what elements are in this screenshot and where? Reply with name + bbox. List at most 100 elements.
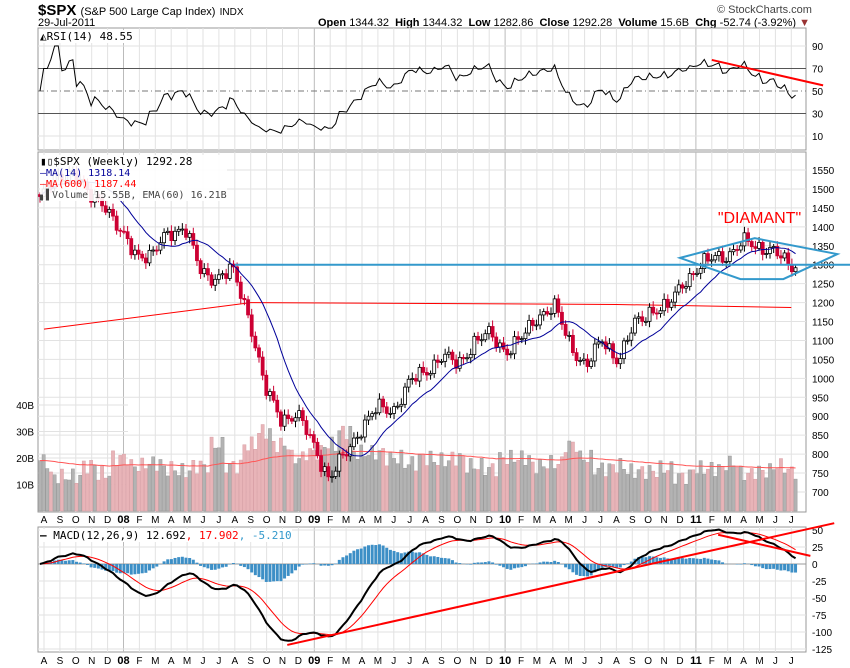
x-tick-label: D bbox=[295, 656, 302, 667]
candle-body bbox=[129, 238, 134, 256]
down-arrow-icon: ▼ bbox=[799, 17, 811, 29]
x-tick-label: M bbox=[151, 656, 159, 667]
macd-histogram-bar bbox=[436, 556, 440, 564]
macd-histogram-bar bbox=[151, 564, 155, 569]
macd-histogram-bar bbox=[684, 558, 688, 564]
x-tick-label: M bbox=[374, 656, 382, 667]
macd-histogram-bar bbox=[509, 564, 513, 570]
candle-body bbox=[224, 273, 229, 279]
close-label: Close bbox=[539, 17, 570, 29]
macd-tick-label: 25 bbox=[812, 543, 824, 554]
ma14-line bbox=[39, 180, 796, 457]
macd-histogram-bar bbox=[312, 563, 316, 564]
macd-histogram-bar bbox=[600, 564, 604, 568]
volume-bar bbox=[304, 460, 309, 512]
candle-body bbox=[173, 230, 177, 241]
volume-bar bbox=[618, 458, 623, 512]
volume-bar bbox=[300, 451, 305, 512]
macd-histogram-bar bbox=[104, 564, 108, 571]
macd-histogram-bar bbox=[764, 564, 768, 570]
volume-bar bbox=[468, 458, 473, 512]
macd-histogram-bar bbox=[122, 564, 126, 574]
x-tick-label: N bbox=[660, 515, 667, 526]
volume-bar bbox=[549, 455, 553, 512]
volume-bar bbox=[322, 447, 327, 512]
price-legend-text: $SPX (Weekly) 1292.28 bbox=[53, 155, 193, 168]
volume-bar bbox=[538, 459, 542, 512]
x-tick-label: O bbox=[72, 656, 80, 667]
candle-body bbox=[373, 412, 378, 415]
candle-body bbox=[319, 455, 323, 472]
x-tick-label: 11 bbox=[690, 514, 702, 526]
volume-bar bbox=[257, 433, 261, 512]
volume-bar bbox=[724, 470, 729, 512]
volume-bar bbox=[162, 465, 166, 512]
candle-body bbox=[727, 251, 732, 262]
rsi-legend-text: RSI(14) 48.55 bbox=[46, 30, 133, 43]
x-tick-label: M bbox=[533, 515, 541, 526]
volume-bar bbox=[260, 424, 265, 512]
index-name: (S&P 500 Large Cap Index) bbox=[80, 6, 216, 18]
volume-bar bbox=[768, 463, 772, 512]
volume-bar bbox=[574, 451, 579, 512]
volume-bar bbox=[78, 474, 83, 512]
macd-histogram-bar bbox=[85, 564, 89, 565]
candle-body bbox=[472, 335, 477, 355]
macd-histogram-bar bbox=[644, 557, 648, 564]
volume-bar bbox=[647, 465, 652, 512]
candle-body bbox=[384, 406, 389, 414]
volume-bar bbox=[165, 475, 170, 512]
macd-histogram-bar bbox=[363, 546, 367, 564]
macd-histogram-bar bbox=[60, 560, 64, 564]
candle-body bbox=[136, 249, 141, 255]
macd-histogram-bar bbox=[513, 564, 516, 569]
candle-body bbox=[494, 336, 499, 348]
x-tick-label: A bbox=[231, 515, 238, 526]
candle-body bbox=[757, 242, 761, 249]
volume-bar bbox=[377, 450, 382, 512]
macd-legend-text: MACD(12,26,9) 12.692 bbox=[53, 529, 186, 542]
x-tick-label: O bbox=[644, 656, 652, 667]
x-tick-label: F bbox=[136, 515, 142, 526]
volume-bar bbox=[224, 472, 229, 512]
volume-bar bbox=[249, 436, 254, 512]
volume-bar bbox=[151, 456, 156, 512]
macd-histogram-bar bbox=[250, 564, 254, 573]
volume-bar bbox=[406, 464, 411, 512]
macd-line bbox=[39, 528, 797, 642]
volume-bar bbox=[52, 474, 57, 512]
candle-body bbox=[381, 398, 386, 408]
macd-histogram-bar bbox=[177, 557, 181, 564]
x-tick-label: A bbox=[41, 515, 48, 526]
candle-body bbox=[519, 338, 524, 341]
macd-histogram-bar bbox=[224, 564, 228, 567]
rsi-legend: ◭RSI(14) 48.55 bbox=[40, 30, 133, 43]
macd-line-icon: — bbox=[40, 529, 47, 542]
volume-bar bbox=[198, 460, 203, 512]
volume-bar bbox=[67, 479, 72, 512]
macd-histogram-bar bbox=[388, 549, 392, 564]
volume-bar bbox=[49, 471, 53, 512]
candle-body bbox=[366, 415, 371, 421]
volume-bar bbox=[421, 454, 426, 512]
volume-bar bbox=[519, 450, 524, 512]
volume-bar bbox=[669, 461, 674, 512]
volume-bar bbox=[592, 474, 597, 512]
candle-body bbox=[246, 299, 250, 316]
x-tick-label: J bbox=[582, 515, 587, 526]
macd-histogram-bar bbox=[374, 545, 378, 564]
volume-bar bbox=[578, 450, 583, 512]
volume-bar bbox=[461, 455, 466, 512]
price-tick-label: 1400 bbox=[812, 223, 835, 234]
volume-bar bbox=[706, 468, 710, 512]
x-tick-label: D bbox=[104, 515, 111, 526]
candle-body bbox=[793, 267, 798, 273]
ma600-line-icon: — bbox=[40, 179, 47, 190]
rsi-trendline bbox=[711, 58, 824, 87]
macd-signal-text: , 17.902 bbox=[185, 529, 239, 542]
x-tick-label: M bbox=[183, 656, 191, 667]
macd-histogram-bar bbox=[166, 559, 170, 564]
macd-histogram-bar bbox=[673, 558, 677, 564]
x-tick-label: F bbox=[327, 656, 333, 667]
candle-body bbox=[370, 413, 375, 417]
